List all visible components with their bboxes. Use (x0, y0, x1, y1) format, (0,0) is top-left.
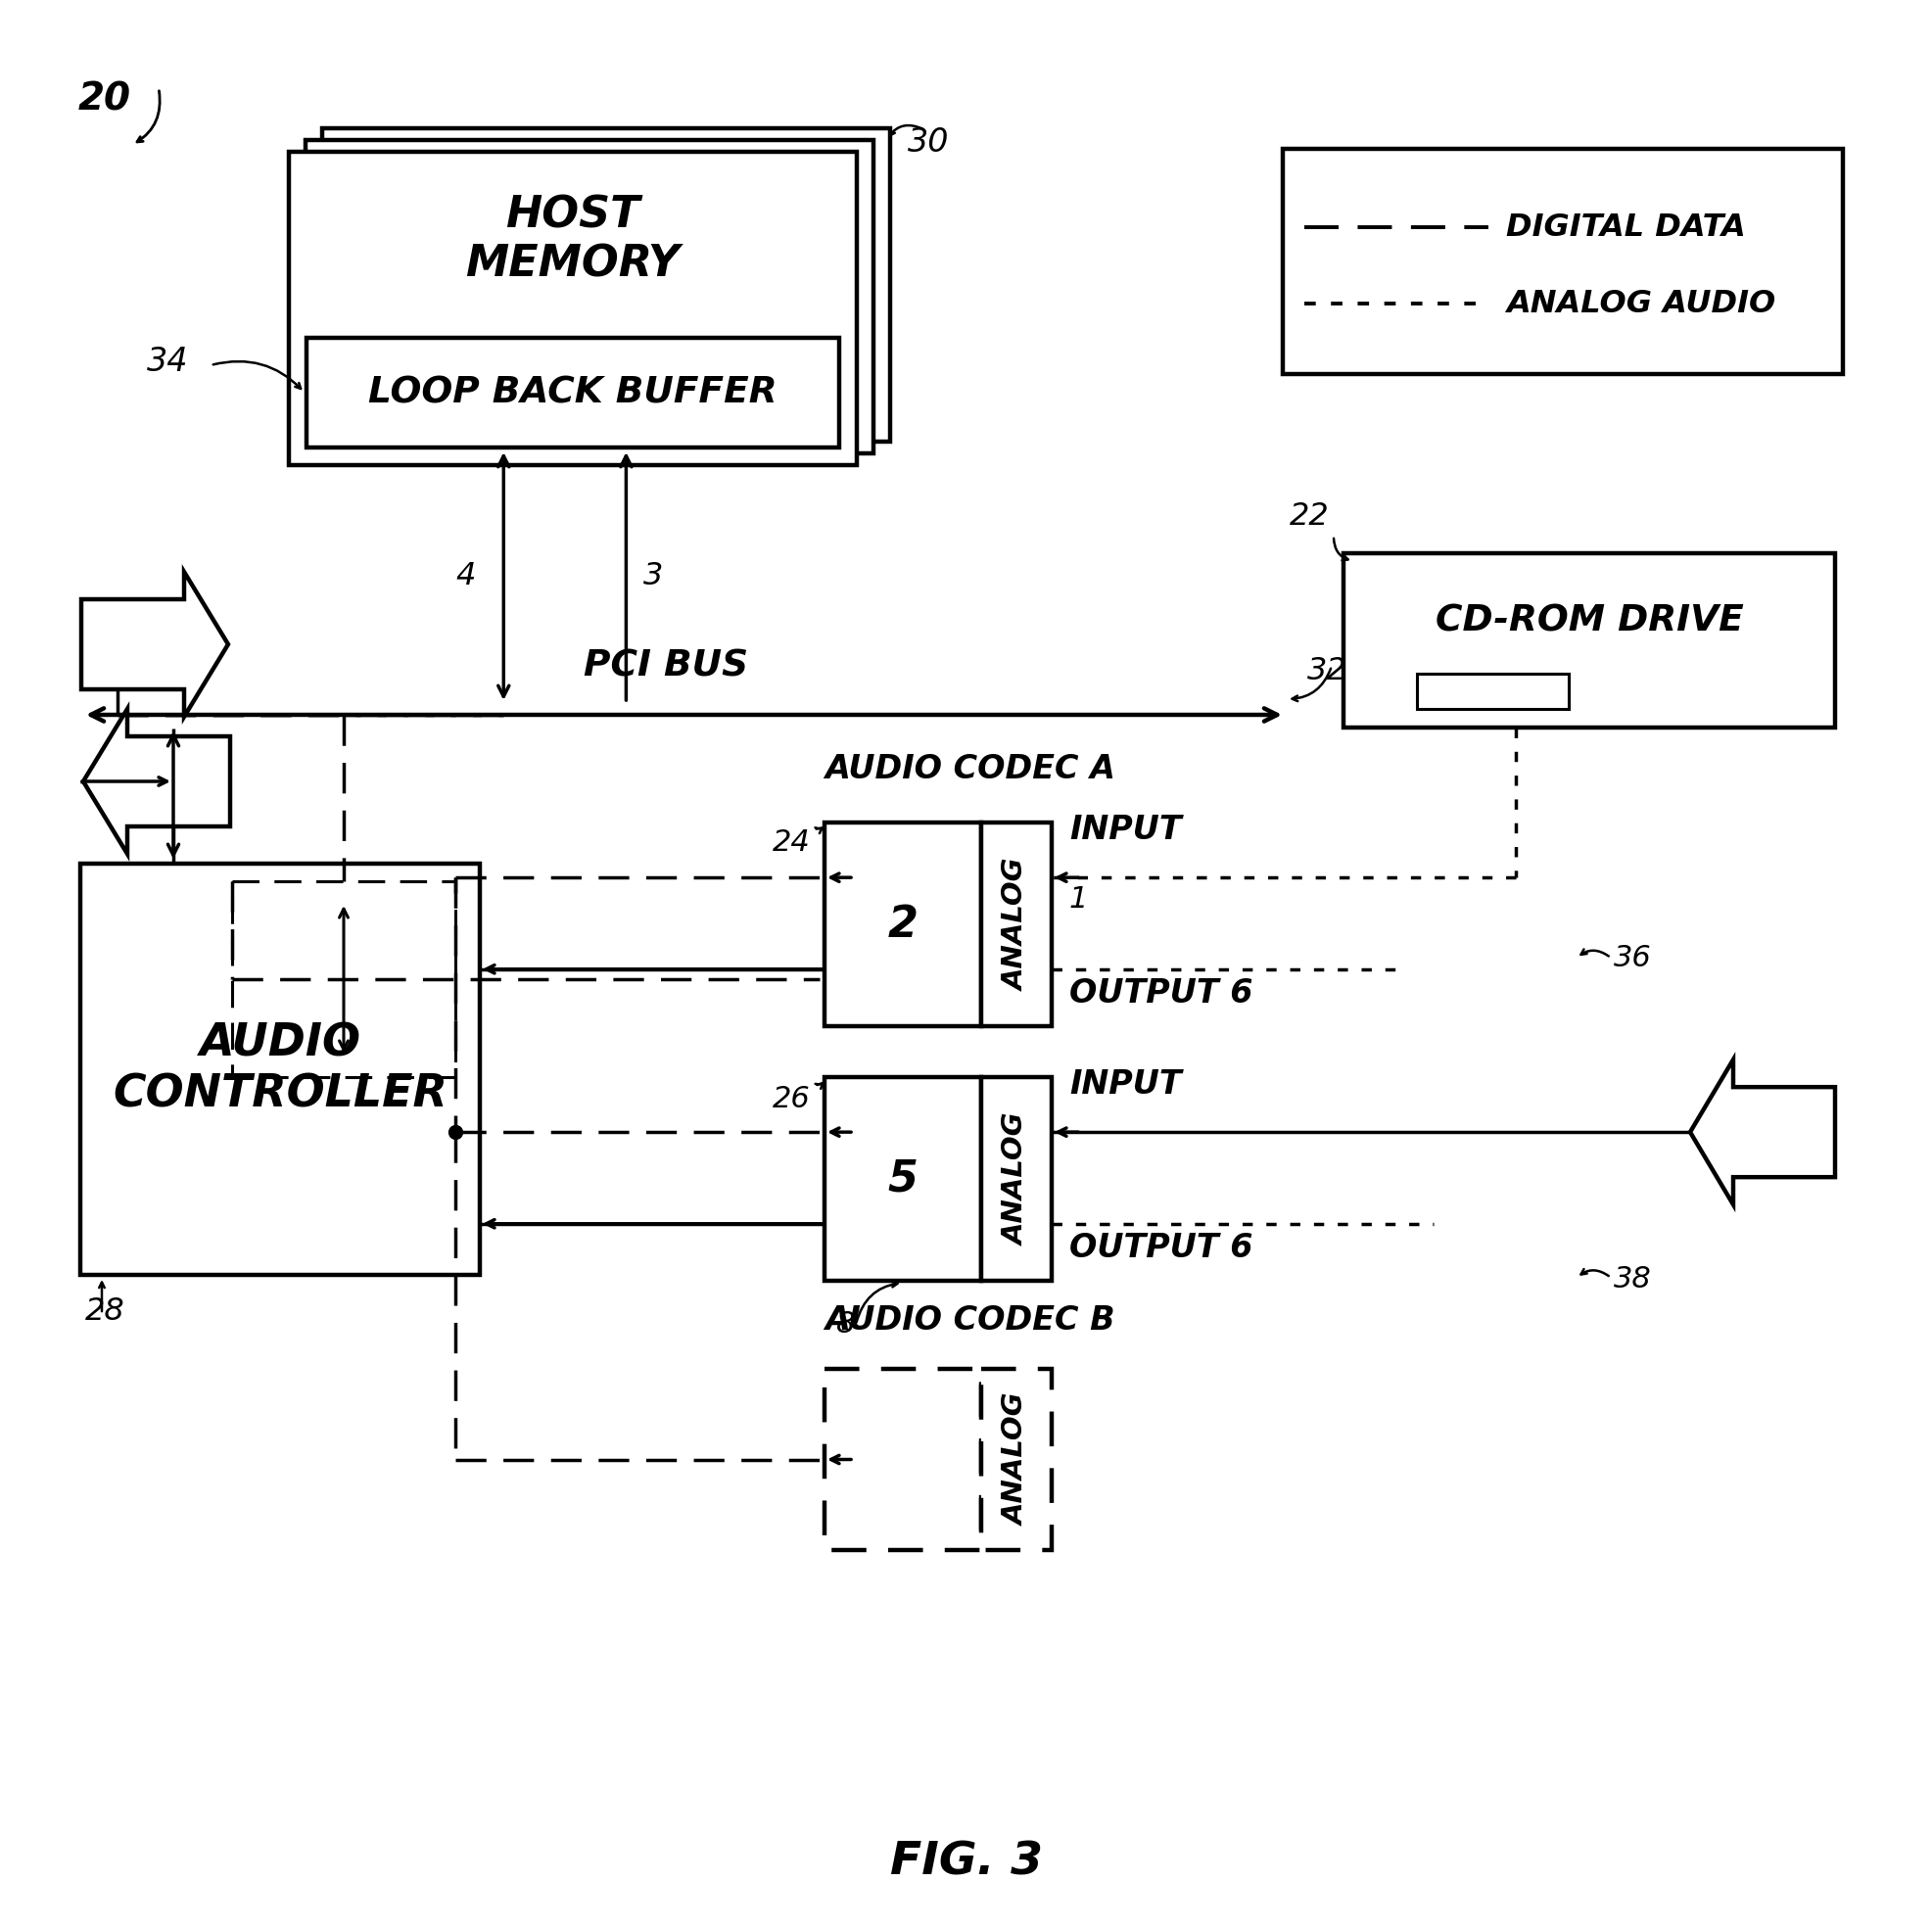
Text: AUDIO CODEC B: AUDIO CODEC B (825, 1303, 1115, 1336)
Text: 4: 4 (456, 561, 475, 592)
Text: PCI BUS: PCI BUS (583, 648, 748, 683)
Text: 3: 3 (643, 561, 663, 592)
Text: 8: 8 (837, 1311, 854, 1338)
Text: ANALOG: ANALOG (1003, 1394, 1030, 1525)
Text: 34: 34 (147, 345, 187, 378)
Text: OUTPUT 6: OUTPUT 6 (1068, 1232, 1252, 1265)
Text: INPUT: INPUT (1068, 1068, 1180, 1101)
Text: ANALOG: ANALOG (1003, 858, 1030, 991)
FancyBboxPatch shape (981, 823, 1051, 1026)
FancyBboxPatch shape (307, 337, 838, 447)
FancyBboxPatch shape (288, 152, 856, 465)
Text: INPUT: INPUT (1068, 814, 1180, 846)
FancyBboxPatch shape (825, 1078, 981, 1280)
FancyBboxPatch shape (1283, 148, 1841, 374)
Polygon shape (81, 573, 228, 717)
FancyBboxPatch shape (323, 129, 889, 442)
Polygon shape (1689, 1060, 1833, 1205)
Text: 1: 1 (1068, 885, 1088, 914)
Text: 28: 28 (85, 1296, 126, 1326)
FancyBboxPatch shape (981, 1369, 1051, 1550)
Text: FIG. 3: FIG. 3 (889, 1841, 1043, 1884)
Text: ANALOG: ANALOG (1003, 1112, 1030, 1245)
FancyBboxPatch shape (81, 864, 479, 1274)
Text: LOOP BACK BUFFER: LOOP BACK BUFFER (369, 376, 777, 411)
Text: OUTPUT 6: OUTPUT 6 (1068, 977, 1252, 1008)
Text: 36: 36 (1613, 945, 1650, 972)
Text: 26: 26 (773, 1085, 810, 1112)
FancyBboxPatch shape (1416, 673, 1569, 710)
Text: 5: 5 (887, 1159, 918, 1199)
Text: 38: 38 (1613, 1265, 1650, 1294)
Text: 24: 24 (773, 829, 810, 856)
Text: CD-ROM DRIVE: CD-ROM DRIVE (1434, 603, 1743, 638)
Text: 22: 22 (1289, 501, 1329, 532)
FancyBboxPatch shape (232, 881, 456, 1078)
FancyBboxPatch shape (1343, 553, 1833, 727)
Text: 20: 20 (79, 81, 131, 118)
Polygon shape (83, 710, 230, 854)
Text: 32: 32 (1306, 656, 1347, 686)
Text: 30: 30 (908, 127, 949, 158)
Text: DIGITAL DATA: DIGITAL DATA (1505, 212, 1745, 243)
Text: 2: 2 (887, 904, 918, 945)
FancyBboxPatch shape (305, 141, 873, 453)
Text: HOST
MEMORY: HOST MEMORY (466, 195, 680, 285)
FancyBboxPatch shape (981, 1078, 1051, 1280)
Text: AUDIO CODEC A: AUDIO CODEC A (825, 754, 1115, 785)
FancyBboxPatch shape (825, 1369, 981, 1550)
Text: AUDIO
CONTROLLER: AUDIO CONTROLLER (112, 1022, 446, 1116)
Text: ANALOG AUDIO: ANALOG AUDIO (1505, 289, 1776, 318)
FancyBboxPatch shape (825, 823, 981, 1026)
